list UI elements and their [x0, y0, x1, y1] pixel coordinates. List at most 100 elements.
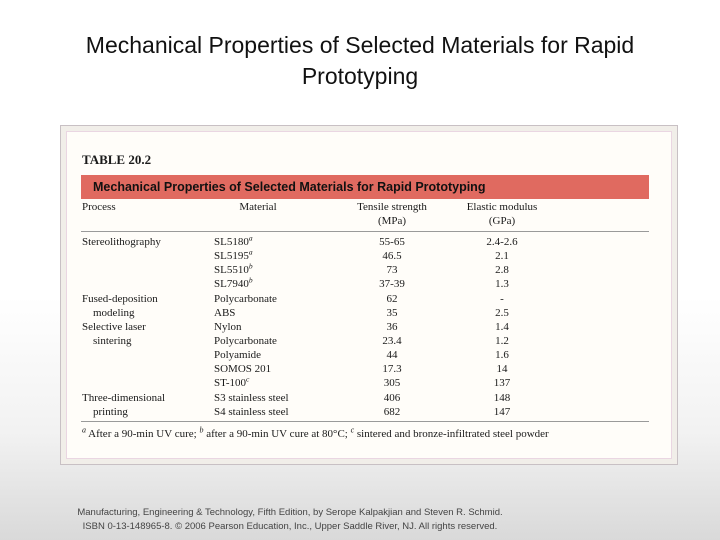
cell-elastic-modulus: 2.8: [495, 264, 509, 277]
cell-tensile-strength: 73: [386, 264, 398, 277]
cell-material: Polycarbonate: [214, 334, 277, 348]
table-row: modeling ABS 35 2.5: [67, 306, 671, 320]
cell-elastic-modulus: 2.1: [495, 250, 509, 263]
cell-material: Polyamide: [214, 348, 261, 362]
material-name: SOMOS 201: [214, 363, 272, 376]
table-row: sintering Polycarbonate 23.4 1.2: [67, 334, 671, 348]
cell-elastic-modulus: 1.4: [495, 320, 509, 333]
cell-material: ST-100c: [214, 376, 249, 390]
cell-material: SL5510b: [214, 261, 253, 277]
cell-tensile-strength: 23.4: [382, 334, 402, 347]
material-footnote-mark: a: [248, 247, 253, 257]
table-row: Fused-deposition Polycarbonate 62 -: [67, 292, 671, 306]
cell-tensile-strength: 37-39: [379, 278, 405, 291]
copyright-credit: Manufacturing, Engineering & Technology,…: [60, 506, 520, 534]
material-name: SL7940: [214, 278, 249, 291]
cell-tensile-strength: 682: [383, 405, 401, 418]
table-row: Polyamide 44 1.6: [67, 348, 671, 362]
cell-material: Nylon: [214, 320, 242, 334]
header-tensile-strength: Tensile strength (MPa): [337, 200, 447, 228]
material-footnote-mark: b: [248, 261, 253, 271]
credit-line-2: ISBN 0-13-148965-8. © 2006 Pearson Educa…: [82, 521, 498, 532]
cell-elastic-modulus: -: [500, 292, 504, 305]
cell-material: SOMOS 201: [214, 362, 271, 376]
material-name: Nylon: [214, 320, 242, 333]
cell-material: ABS: [214, 306, 235, 320]
material-name: ST-100: [214, 377, 246, 390]
header-tensile-label: Tensile strength: [357, 201, 427, 213]
cell-process: printing: [82, 405, 128, 418]
table-panel: TABLE 20.2 Mechanical Properties of Sele…: [66, 131, 672, 459]
footnote-c-mark: c: [350, 425, 355, 435]
table-number: TABLE 20.2: [82, 152, 152, 167]
header-elastic-unit: (GPa): [488, 215, 516, 227]
credit-line-1: Manufacturing, Engineering & Technology,…: [77, 507, 503, 518]
material-footnote-mark: c: [246, 374, 250, 384]
material-name: SL5510: [214, 264, 249, 277]
table-row: Stereolithography SL5180a 55-65 2.4-2.6: [67, 233, 671, 249]
cell-material: S4 stainless steel: [214, 405, 289, 419]
header-divider: [81, 231, 649, 232]
table-body: Stereolithography SL5180a 55-65 2.4-2.6 SL51…: [67, 233, 671, 419]
table-row: SL7940b 37-39 1.3: [67, 277, 671, 291]
material-name: SL5180: [214, 236, 249, 248]
cell-tensile-strength: 406: [383, 391, 401, 404]
header-elastic-label: Elastic modulus: [466, 201, 538, 213]
cell-material: S3 stainless steel: [214, 391, 289, 405]
cell-tensile-strength: 44: [386, 349, 398, 362]
footnote-b-text: after a 90-min UV cure at 80°C;: [203, 428, 351, 440]
material-name: Polycarbonate: [214, 334, 277, 347]
table-row: Selective laser Nylon 36 1.4: [67, 320, 671, 334]
material-name: Polyamide: [214, 349, 262, 362]
cell-elastic-modulus: 1.2: [495, 334, 509, 347]
cell-elastic-modulus: 2.4-2.6: [486, 236, 518, 248]
cell-tensile-strength: 35: [386, 306, 398, 319]
cell-material: SL7940b: [214, 277, 253, 291]
material-name: S3 stainless steel: [214, 391, 289, 404]
footnote-c-text: sintered and bronze-infiltrated steel po…: [354, 428, 549, 440]
table-row: Three-dimensional S3 stainless steel 406 14…: [67, 391, 671, 405]
cell-process: modeling: [82, 306, 135, 319]
cell-material: SL5195a: [214, 247, 253, 263]
cell-elastic-modulus: 148: [493, 391, 511, 404]
table-row: ST-100c 305 137: [67, 376, 671, 390]
slide-title: Mechanical Properties of Selected Materi…: [85, 32, 635, 89]
material-name: Polycarbonate: [214, 292, 277, 305]
cell-process: Fused-deposition: [82, 292, 158, 305]
cell-tensile-strength: 17.3: [382, 363, 402, 376]
cell-elastic-modulus: 1.3: [495, 278, 509, 291]
material-name: SL5195: [214, 250, 249, 263]
cell-tensile-strength: 46.5: [382, 250, 402, 263]
footer-divider: [81, 421, 649, 422]
table-row: SL5510b 73 2.8: [67, 261, 671, 277]
cell-process: Three-dimensional: [82, 391, 166, 404]
table-caption: Mechanical Properties of Selected Materi…: [81, 175, 649, 199]
footnote-a-mark: a: [82, 425, 86, 435]
table-row: SOMOS 201 17.3 14: [67, 362, 671, 376]
cell-elastic-modulus: 14: [496, 363, 508, 376]
footnote-b-mark: b: [199, 425, 204, 435]
material-footnote-mark: b: [248, 275, 253, 285]
cell-process: Stereolithography: [82, 236, 161, 248]
material-name: ABS: [214, 306, 236, 319]
cell-tensile-strength: 305: [383, 377, 401, 390]
cell-tensile-strength: 36: [386, 320, 398, 333]
cell-process: sintering: [82, 334, 132, 347]
cell-elastic-modulus: 1.6: [495, 349, 509, 362]
cell-material: SL5180a: [214, 233, 253, 249]
header-process: Process: [82, 201, 116, 213]
cell-material: Polycarbonate: [214, 292, 277, 306]
table-footnote: a After a 90-min UV cure; b after a 90-m…: [82, 425, 549, 440]
table-figure: TABLE 20.2 Mechanical Properties of Sele…: [60, 125, 678, 465]
material-name: S4 stainless steel: [214, 405, 289, 418]
header-tensile-unit: (MPa): [377, 215, 407, 227]
cell-process: Selective laser: [82, 320, 146, 333]
table-row: printing S4 stainless steel 682 147: [67, 405, 671, 419]
material-footnote-mark: a: [248, 233, 253, 243]
cell-elastic-modulus: 147: [493, 405, 511, 418]
cell-elastic-modulus: 2.5: [495, 306, 509, 319]
cell-tensile-strength: 62: [386, 292, 398, 305]
footnote-a-text: After a 90-min UV cure;: [86, 428, 200, 440]
cell-elastic-modulus: 137: [493, 377, 511, 390]
header-elastic-modulus: Elastic modulus (GPa): [452, 200, 552, 228]
